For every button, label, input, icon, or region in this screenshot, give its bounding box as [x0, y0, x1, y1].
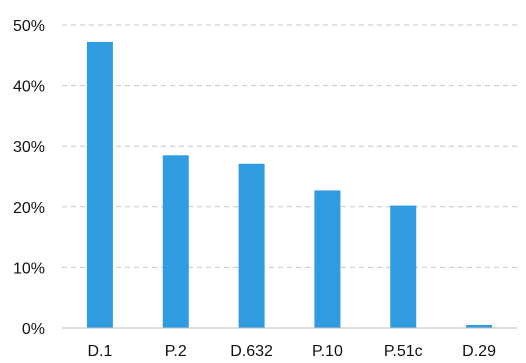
bar-d-632: [238, 163, 265, 328]
x-tick-label: P.2: [165, 343, 187, 360]
y-tick-label: 50%: [13, 18, 45, 35]
x-tick-label: P.51c: [384, 343, 423, 360]
x-tick-label: D.29: [462, 343, 496, 360]
x-tick-label: D.632: [230, 343, 273, 360]
y-tick-label: 10%: [13, 260, 45, 277]
bars: [86, 41, 493, 329]
x-tick-labels: D.1 P.2 D.632 P.10 P.51c D.29: [87, 343, 496, 360]
gridlines: [62, 24, 517, 268]
x-tick-label: P.10: [312, 343, 343, 360]
y-tick-label: 40%: [13, 79, 45, 96]
bar-d-29: [466, 324, 493, 328]
bar-p-10: [314, 190, 341, 328]
y-tick-label: 0%: [22, 321, 45, 338]
bar-p-2: [162, 155, 189, 328]
y-tick-label: 30%: [13, 139, 45, 156]
x-tick-label: D.1: [87, 343, 112, 360]
y-tick-label: 20%: [13, 200, 45, 217]
bar-p-51c: [390, 205, 417, 328]
bar-d-1: [86, 41, 113, 329]
y-tick-labels: 0% 10% 20% 30% 40% 50%: [13, 18, 45, 338]
